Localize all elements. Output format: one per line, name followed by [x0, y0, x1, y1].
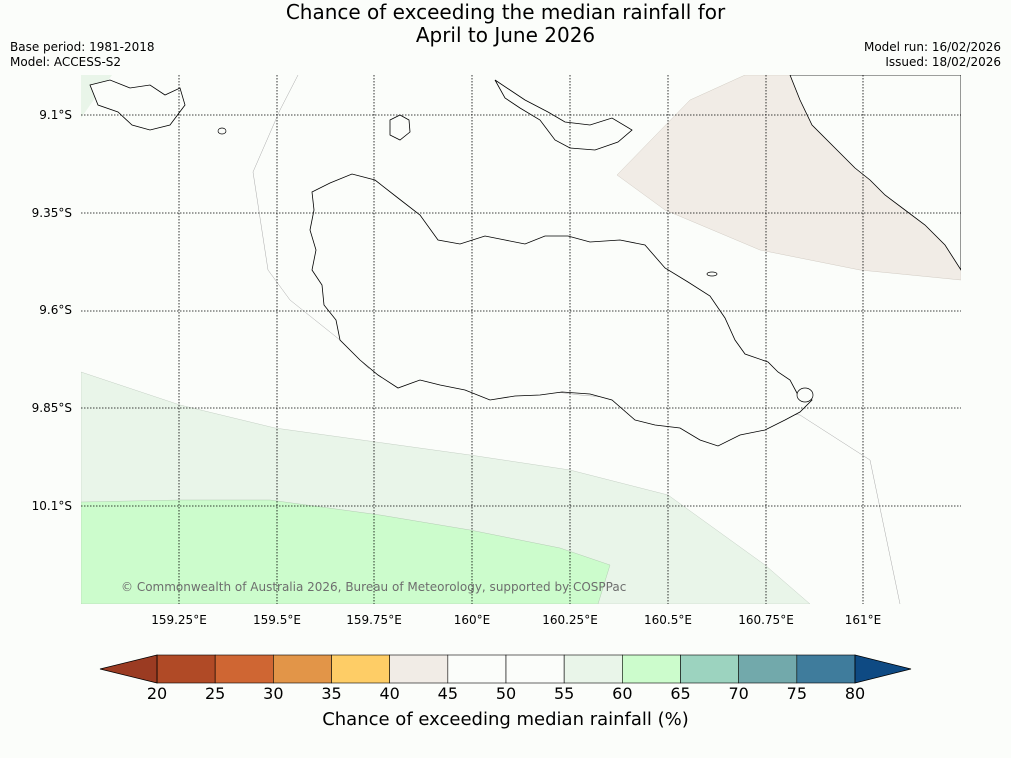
boundary-line: [252, 75, 901, 604]
russell-islands: [89, 79, 186, 131]
colorbar-tick-label: 40: [379, 684, 400, 703]
colorbar-segment: [680, 654, 739, 684]
region-55-60-corner: [81, 75, 112, 118]
islet: [706, 271, 718, 277]
issued-date: Issued: 18/02/2026: [885, 55, 1001, 69]
guadalcanal-island: [309, 173, 813, 447]
colorbar-tick-label: 75: [786, 684, 807, 703]
model-name: Model: ACCESS-S2: [10, 55, 122, 69]
lon-label: 160.5°E: [644, 613, 692, 627]
region-60-65: [81, 499, 611, 604]
lat-label: 10.1°S: [31, 499, 72, 513]
colorbar-tick-label: 80: [844, 684, 866, 703]
lat-label: 9.85°S: [31, 401, 72, 415]
florida-islands: [494, 79, 633, 151]
lon-label: 160.25°E: [542, 613, 598, 627]
colorbar-tick-label: 35: [321, 684, 342, 703]
base-period: Base period: 1981-2018: [10, 40, 155, 54]
colorbar-tick-label: 30: [263, 684, 284, 703]
colorbar-segment: [389, 654, 449, 684]
colorbar-segment: [447, 654, 507, 684]
lat-label: 9.1°S: [39, 108, 72, 122]
lat-label: 9.35°S: [31, 206, 72, 220]
islet: [217, 127, 227, 135]
islet: [796, 387, 814, 403]
colorbar-segment: [796, 654, 856, 684]
colorbar-tick-label: 20: [146, 684, 168, 703]
forecast-map: [81, 75, 961, 604]
copyright-credit: © Commonwealth of Australia 2026, Bureau…: [121, 580, 627, 594]
lon-label: 161°E: [844, 613, 882, 627]
lon-label: 159.75°E: [346, 613, 402, 627]
lat-label: 9.6°S: [39, 303, 72, 317]
colorbar-segment: [214, 654, 274, 684]
santa-isabel-island-tip: [789, 75, 961, 271]
lon-label: 160.75°E: [738, 613, 794, 627]
lon-label: 159.25°E: [151, 613, 207, 627]
colorbar-segment: [331, 654, 390, 684]
colorbar-tick-label: 65: [670, 684, 691, 703]
lon-label: 160°E: [453, 613, 491, 627]
colorbar-segment: [505, 654, 565, 684]
lon-label: 159.5°E: [253, 613, 301, 627]
colorbar-tick-label: 25: [204, 684, 226, 703]
colorbar-tick-label: 55: [553, 684, 575, 703]
colorbar-tick-label: 60: [612, 684, 633, 703]
colorbar-under-arrow: [99, 654, 158, 684]
colorbar-label: Chance of exceeding median rainfall (%): [322, 709, 689, 730]
colorbar-segment: [273, 654, 332, 684]
colorbar-tick-label: 50: [495, 684, 517, 703]
colorbar-over-arrow: [854, 654, 912, 684]
colorbar-tick-label: 70: [728, 684, 749, 703]
chart-title-line2: April to June 2026: [415, 23, 596, 47]
colorbar-segment: [738, 654, 798, 684]
colorbar-tick-label: 45: [437, 684, 458, 703]
colorbar-segment: [622, 654, 681, 684]
graticule: [81, 75, 961, 604]
chart-title-line1: Chance of exceeding the median rainfall …: [285, 0, 726, 24]
colorbar-segment: [563, 654, 623, 684]
model-run: Model run: 16/02/2026: [863, 40, 1001, 54]
colorbar-segment: [156, 654, 216, 684]
